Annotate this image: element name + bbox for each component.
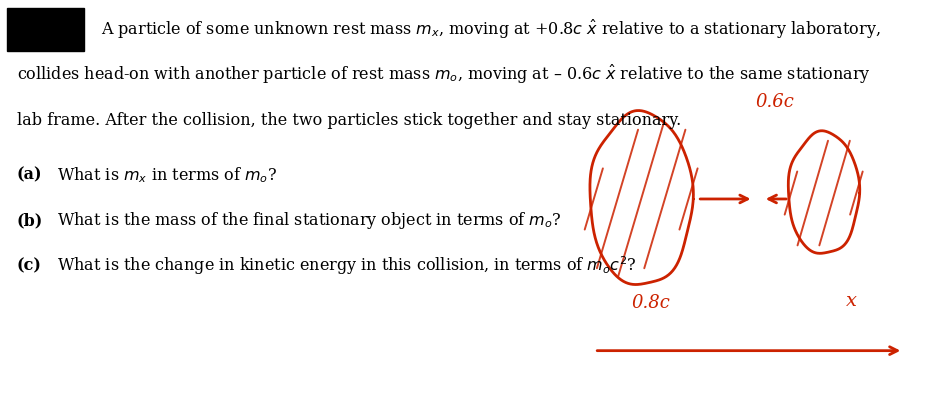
Text: 0.8c: 0.8c	[631, 294, 670, 312]
Text: x: x	[846, 292, 857, 310]
Text: collides head-on with another particle of rest mass $m_o$, moving at – 0.6$c$ $\: collides head-on with another particle o…	[17, 63, 870, 86]
Text: (b): (b)	[17, 212, 43, 229]
FancyBboxPatch shape	[7, 8, 84, 51]
Text: (a): (a)	[17, 167, 42, 184]
Text: 0.6c: 0.6c	[755, 93, 795, 112]
Text: lab frame. After the collision, the two particles stick together and stay statio: lab frame. After the collision, the two …	[17, 112, 681, 129]
Text: What is $m_x$ in terms of $m_o$?: What is $m_x$ in terms of $m_o$?	[47, 165, 277, 185]
Text: What is the mass of the final stationary object in terms of $m_o$?: What is the mass of the final stationary…	[47, 210, 562, 231]
Text: (c): (c)	[17, 257, 42, 275]
Text: A particle of some unknown rest mass $m_x$, moving at +0.8$c$ $\hat{x}$ relative: A particle of some unknown rest mass $m_…	[101, 18, 881, 41]
Text: What is the change in kinetic energy in this collision, in terms of $m_oc^2$?: What is the change in kinetic energy in …	[47, 255, 636, 277]
